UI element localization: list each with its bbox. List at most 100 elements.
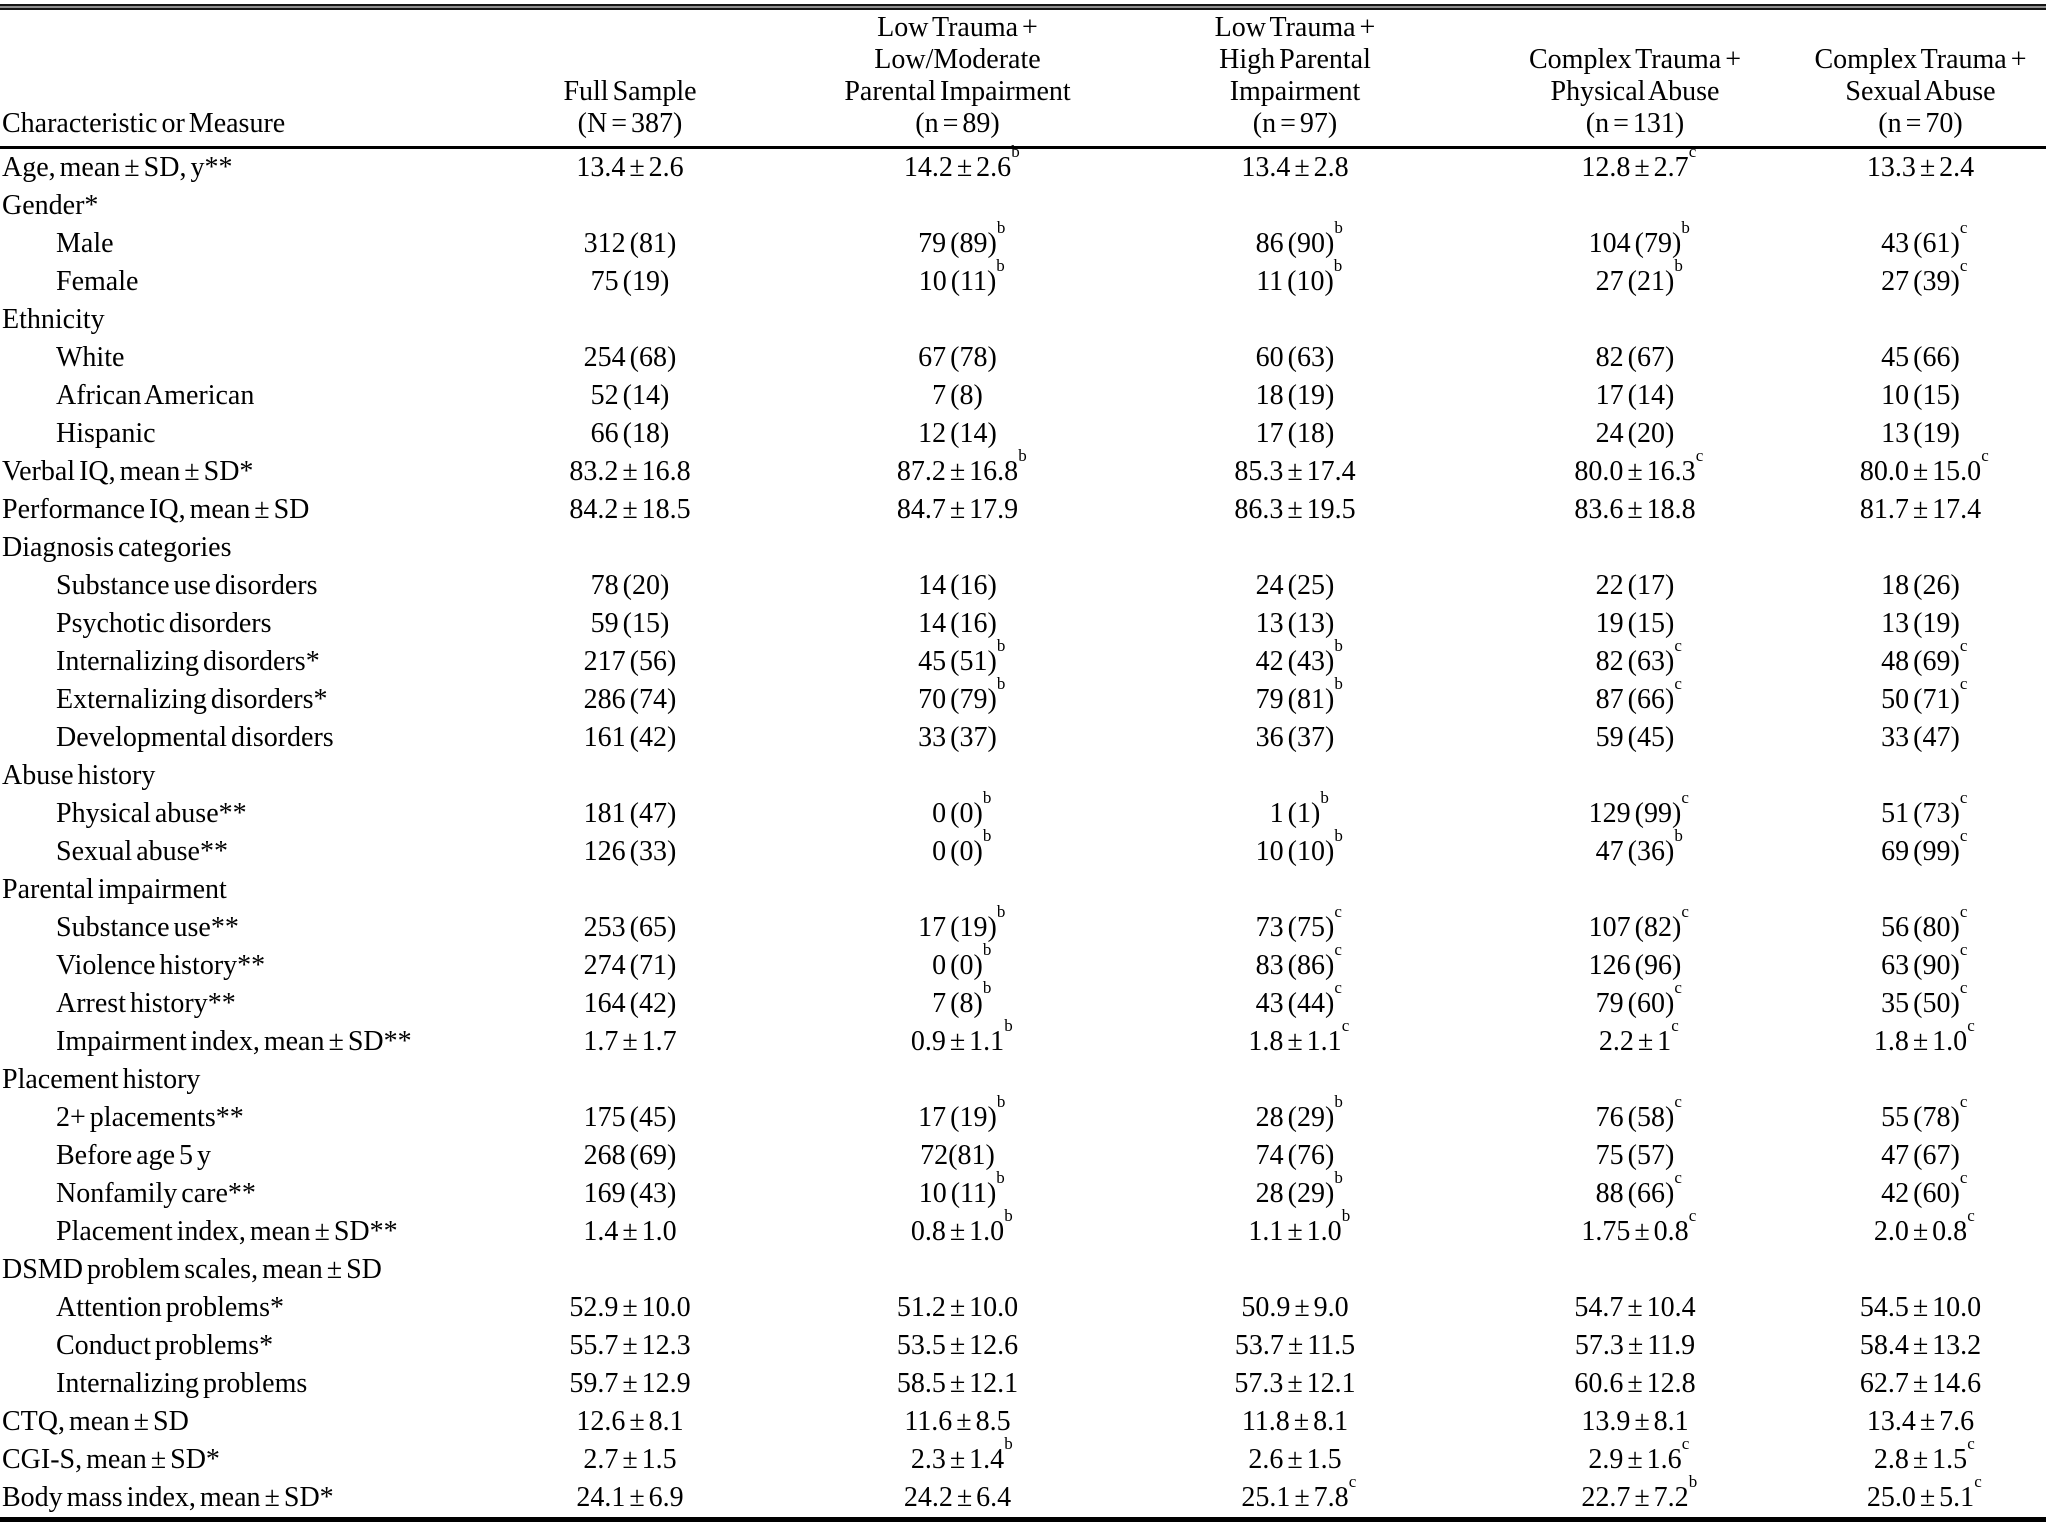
cell-value	[800, 757, 1115, 795]
cell-value: 286 (74)	[460, 681, 800, 719]
cell-value: 18 (19)	[1115, 377, 1475, 415]
table-top-rule	[0, 4, 2046, 10]
table-row: 2+ placements** 175 (45) 17 (19) b 28 (29) b 7…	[0, 1091, 2046, 1137]
header-sample-size: (n = 70)	[1878, 108, 1963, 139]
value-text: 17 (19) b	[918, 1091, 1006, 1133]
significance-superscript: c	[1674, 1091, 1682, 1111]
cell-value: 14.2 ± 2.6 b	[800, 141, 1115, 188]
significance-superscript: b	[982, 825, 992, 845]
value-text: 18 (26)	[1881, 570, 1960, 601]
value-text: 70 (79) b	[918, 673, 1006, 715]
value-text: 28 (29) b	[1255, 1091, 1343, 1133]
value-text: 60.6 ± 12.8	[1574, 1368, 1696, 1399]
value-text: 60 (63)	[1255, 342, 1335, 373]
cell-value: 17 (19) b	[800, 1091, 1115, 1137]
table-row: Placement index, mean ± SD** 1.4 ± 1.0 0.8…	[0, 1205, 2046, 1251]
row-label: Performance IQ, mean ± SD	[2, 494, 310, 525]
cell-value: 47 (67)	[1795, 1137, 2046, 1175]
row-label: Parental impairment	[2, 874, 227, 905]
cell-value: 59 (15)	[460, 605, 800, 643]
value-text: 312 (81)	[583, 228, 677, 259]
cell-value	[1115, 529, 1475, 567]
significance-superscript: b	[1004, 1433, 1013, 1453]
value-text: 14.2 ± 2.6 b	[903, 141, 1020, 183]
row-label: White	[56, 342, 125, 373]
header-line: Parental Impairment	[844, 76, 1071, 107]
header-line: Low/Moderate	[874, 44, 1041, 75]
significance-superscript: c	[1334, 939, 1342, 959]
row-label: African American	[56, 380, 255, 411]
cell-value: 87 (66) c	[1475, 675, 1795, 719]
value-text: 33 (37)	[918, 722, 997, 753]
cell-value	[1475, 871, 1795, 909]
cell-value: 51 (73) c	[1795, 789, 2046, 833]
value-text: 74 (76)	[1255, 1140, 1335, 1171]
value-text: 43 (61) c	[1881, 217, 1968, 259]
value-text: 45 (66)	[1881, 342, 1960, 373]
cell-value: 55.7 ± 12.3	[460, 1327, 800, 1365]
cell-value	[1475, 187, 1795, 225]
value-text: 1.8 ± 1.0 c	[1873, 1015, 1975, 1057]
cell-value: 42 (43) b	[1115, 637, 1475, 681]
value-text: 0.9 ± 1.1 b	[910, 1015, 1013, 1057]
value-text: 66 (18)	[590, 418, 670, 449]
cell-value: 24 (20)	[1475, 415, 1795, 453]
cell-value: 52.9 ± 10.0	[460, 1289, 800, 1327]
cell-value	[800, 187, 1115, 225]
value-text: 13 (19)	[1881, 608, 1960, 639]
cell-value: 79 (81) b	[1115, 675, 1475, 719]
value-text: 83.6 ± 18.8	[1574, 494, 1696, 525]
cell-value	[1795, 1061, 2046, 1099]
significance-superscript: c	[1334, 901, 1342, 921]
value-text: 107 (82) c	[1588, 901, 1689, 943]
value-text: 22.7 ± 7.2 b	[1581, 1471, 1698, 1513]
cell-value: 19 (15)	[1475, 605, 1795, 643]
cell-value: 45 (66)	[1795, 339, 2046, 377]
significance-superscript: b	[996, 673, 1006, 693]
value-text: 78 (20)	[590, 570, 670, 601]
cell-value: 129 (99) c	[1475, 787, 1795, 833]
value-text: 13.4 ± 2.6	[576, 152, 684, 183]
row-label: Externalizing disorders*	[56, 684, 328, 715]
value-text: 88 (66) c	[1595, 1167, 1682, 1209]
cell-value: 43 (61) c	[1795, 217, 2046, 263]
row-label: Violence history**	[56, 950, 266, 981]
value-text: 67 (78)	[918, 342, 997, 373]
value-text: 254 (68)	[583, 342, 677, 373]
significance-superscript: c	[1959, 635, 1968, 655]
cell-value: 75 (19)	[460, 263, 800, 301]
cell-value: 80.0 ± 16.3 c	[1475, 447, 1795, 491]
value-text: 80.0 ± 15.0 c	[1859, 445, 1989, 487]
significance-superscript: b	[996, 1091, 1006, 1111]
value-text: 1.75 ± 0.8 c	[1581, 1205, 1697, 1247]
value-text: 25.0 ± 5.1 c	[1866, 1471, 1982, 1513]
value-text: 104 (79) b	[1588, 217, 1690, 259]
value-text: 13.9 ± 8.1	[1581, 1406, 1689, 1437]
value-text: 50.9 ± 9.0	[1241, 1292, 1349, 1323]
value-text: 75 (19)	[590, 266, 670, 297]
cell-value	[1795, 529, 2046, 567]
row-label: Physical abuse**	[56, 798, 247, 829]
cell-value: 13 (19)	[1795, 415, 2046, 453]
table-row: White 254 (68) 67 (78) 60 (63) 82 (67) 45 (66…	[0, 339, 2046, 377]
row-label: DSMD problem scales, mean ± SD	[2, 1254, 382, 1285]
value-text: 33 (47)	[1881, 722, 1960, 753]
significance-superscript: c	[1981, 445, 1989, 465]
value-text: 2.9 ± 1.6 c	[1588, 1433, 1690, 1475]
significance-superscript: b	[1341, 1205, 1351, 1225]
value-text: 12 (14)	[918, 418, 997, 449]
value-text: 10 (11) b	[918, 255, 1005, 297]
significance-superscript: b	[982, 939, 992, 959]
value-text: 75 (57)	[1595, 1140, 1675, 1171]
cell-value: 55 (78) c	[1795, 1093, 2046, 1137]
table-row: African American 52 (14) 7 (8) 18 (19) 17 (1…	[0, 377, 2046, 415]
value-text: 129 (99) c	[1588, 787, 1689, 829]
cell-value: 126 (96)	[1475, 947, 1795, 985]
cell-value: 70 (79) b	[800, 673, 1115, 719]
significance-superscript: b	[996, 901, 1006, 921]
table-row: Performance IQ, mean ± SD 84.2 ± 18.5 84.7…	[0, 491, 2046, 529]
value-text: 58.5 ± 12.1	[896, 1368, 1019, 1399]
cell-value: 0.9 ± 1.1 b	[800, 1015, 1115, 1061]
cell-value: 13.4 ± 2.8	[1115, 148, 1475, 188]
